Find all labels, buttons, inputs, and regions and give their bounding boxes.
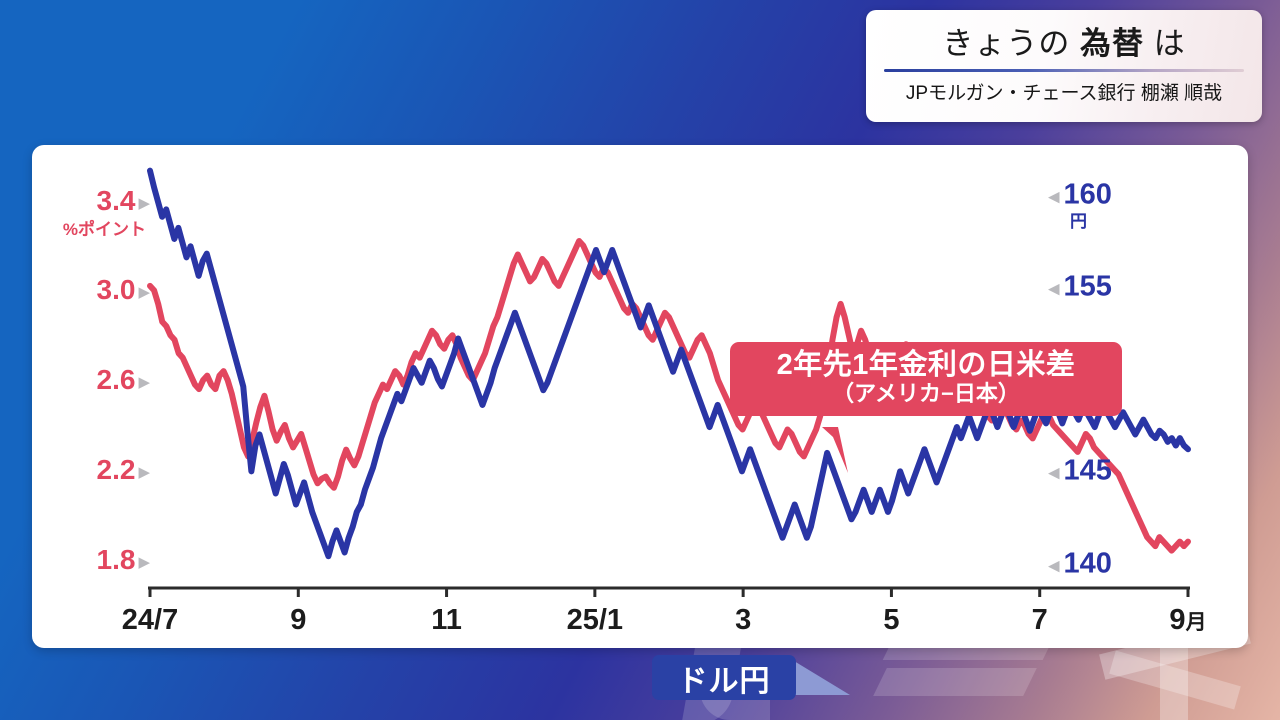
y-axis-left-tick-3.4: 3.4 ▶ [96, 184, 150, 216]
chart-panel: 3.4▶3.0▶2.6▶2.2▶1.8▶%ポイント ◀160◀155◀150◀1… [32, 145, 1248, 700]
x-axis-label-0: 24/7 [121, 604, 179, 636]
series-line-usdjpy [147, 167, 1191, 560]
x-axis-label-4: 3 [735, 604, 752, 636]
chart-svg [147, 167, 1191, 597]
program-title-prefix: きょうの [942, 26, 1080, 62]
program-title-suffix: は [1144, 26, 1186, 62]
chart-axis-group [148, 586, 1190, 597]
program-title: きょうの 為替 は [882, 25, 1246, 64]
y-axis-right-tick-140: ◀ 140 [1048, 547, 1112, 580]
callout-rate-differential: 2年先1年金利の日米差 （アメリカ−日本） [730, 342, 1122, 416]
callout-red-line2: （アメリカ−日本） [832, 381, 1020, 407]
y-axis-left: 3.4 ▶ 3.0 ▶ 2.6 ▶ 2.2 ▶ 1.8 ▶ %ポイント [32, 145, 150, 648]
x-axis: 24/7 9 11 25/1 3 5 7 9月 [32, 145, 1248, 648]
x-axis-label-7: 9月 [1169, 604, 1207, 636]
y-axis-left-tick-2.2: 2.2 ▶ [96, 453, 150, 485]
y-axis-right-tick-155: ◀ 155 [1048, 270, 1112, 303]
x-axis-label-2: 11 [431, 604, 462, 636]
y-axis-left-tick-3.0: 3.0 ▶ [96, 274, 150, 306]
y-axis-right-tick-160: ◀ 160 [1048, 178, 1112, 211]
callout-blue-pointer [794, 661, 850, 695]
y-axis-left-unit: %ポイント [62, 219, 146, 239]
y-axis-left-tick-1.8: 1.8 ▶ [96, 543, 150, 575]
program-title-keyword: 為替 [1080, 26, 1144, 62]
chart-plot-area [32, 145, 1248, 648]
x-axis-label-6: 7 [1031, 604, 1048, 636]
title-divider [884, 68, 1244, 72]
y-axis-right-tick-145: ◀ 145 [1048, 454, 1112, 487]
watermark-shape [1109, 650, 1241, 710]
callout-usdjpy: ドル円 [652, 655, 796, 700]
program-title-card: きょうの 為替 は JPモルガン・チェース銀行 棚瀬 順哉 [866, 10, 1262, 122]
x-axis-label-5: 5 [883, 604, 900, 636]
callout-red-line1: 2年先1年金利の日米差 [776, 349, 1076, 381]
watermark-shape [873, 668, 1037, 696]
callout-red-pointer [822, 427, 848, 473]
x-axis-label-3: 25/1 [566, 604, 624, 636]
x-axis-label-1: 9 [290, 604, 307, 636]
y-axis-left-tick-2.6: 2.6 ▶ [96, 364, 150, 396]
program-subtitle: JPモルガン・チェース銀行 棚瀬 順哉 [905, 82, 1223, 104]
y-axis-right-unit: 円 [1070, 211, 1087, 231]
